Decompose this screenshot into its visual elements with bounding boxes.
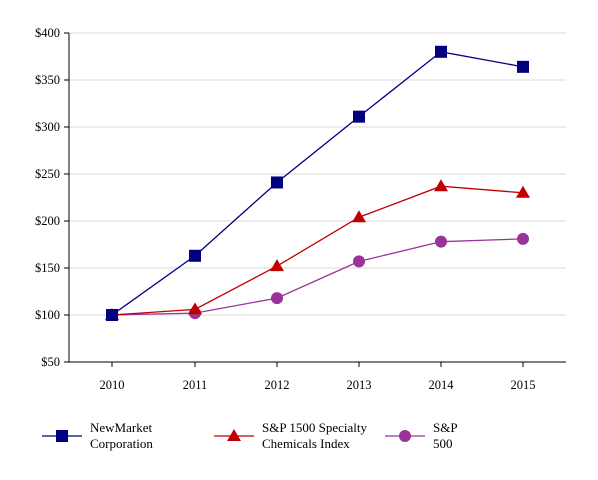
data-point bbox=[352, 210, 366, 223]
legend-label: S&P bbox=[433, 420, 458, 435]
x-tick-label: 2011 bbox=[183, 378, 208, 392]
data-point bbox=[270, 259, 284, 272]
legend-label: S&P 1500 Specialty bbox=[262, 420, 367, 435]
y-tick-label: $400 bbox=[35, 26, 60, 40]
y-tick-label: $100 bbox=[35, 308, 60, 322]
legend-swatch-marker bbox=[399, 430, 411, 442]
y-tick-label: $150 bbox=[35, 261, 60, 275]
data-point bbox=[353, 110, 365, 123]
series-line bbox=[111, 185, 524, 316]
data-point bbox=[271, 292, 283, 305]
legend-swatch-marker bbox=[56, 430, 68, 442]
data-point bbox=[516, 185, 530, 198]
data-point bbox=[434, 179, 448, 192]
series-line bbox=[111, 51, 524, 316]
data-point bbox=[353, 255, 365, 268]
x-tick-label: 2014 bbox=[429, 378, 455, 392]
x-ticks: 2010 2011 2012 2013 2014 2015 bbox=[100, 362, 536, 392]
data-point bbox=[517, 60, 529, 73]
gridlines bbox=[69, 32, 566, 316]
legend-swatch-marker bbox=[227, 429, 241, 441]
legend-label: NewMarket bbox=[90, 420, 152, 435]
legend-label: Corporation bbox=[90, 436, 153, 451]
legend-label: 500 bbox=[433, 436, 453, 451]
x-tick-label: 2010 bbox=[100, 378, 125, 392]
y-tick-label: $50 bbox=[41, 355, 60, 369]
series-0 bbox=[106, 45, 529, 321]
series-layer bbox=[105, 45, 530, 321]
data-point bbox=[271, 176, 283, 189]
data-point bbox=[435, 235, 447, 248]
series-line bbox=[111, 238, 524, 316]
series-1 bbox=[105, 179, 530, 320]
x-tick-label: 2013 bbox=[347, 378, 372, 392]
y-tick-label: $250 bbox=[35, 167, 60, 181]
data-point bbox=[188, 302, 202, 315]
x-tick-label: 2012 bbox=[265, 378, 290, 392]
data-point bbox=[106, 309, 118, 321]
series-2 bbox=[106, 232, 529, 321]
data-point bbox=[435, 45, 447, 58]
axes bbox=[68, 33, 566, 363]
y-tick-label: $350 bbox=[35, 73, 60, 87]
y-tick-label: $300 bbox=[35, 120, 60, 134]
y-ticks: $50 $100 $150 $200 $250 $300 $350 $400 bbox=[35, 26, 69, 369]
y-tick-label: $200 bbox=[35, 214, 60, 228]
data-point bbox=[189, 249, 201, 262]
legend-label: Chemicals Index bbox=[262, 436, 350, 451]
data-point bbox=[517, 232, 529, 245]
x-tick-label: 2015 bbox=[511, 378, 536, 392]
